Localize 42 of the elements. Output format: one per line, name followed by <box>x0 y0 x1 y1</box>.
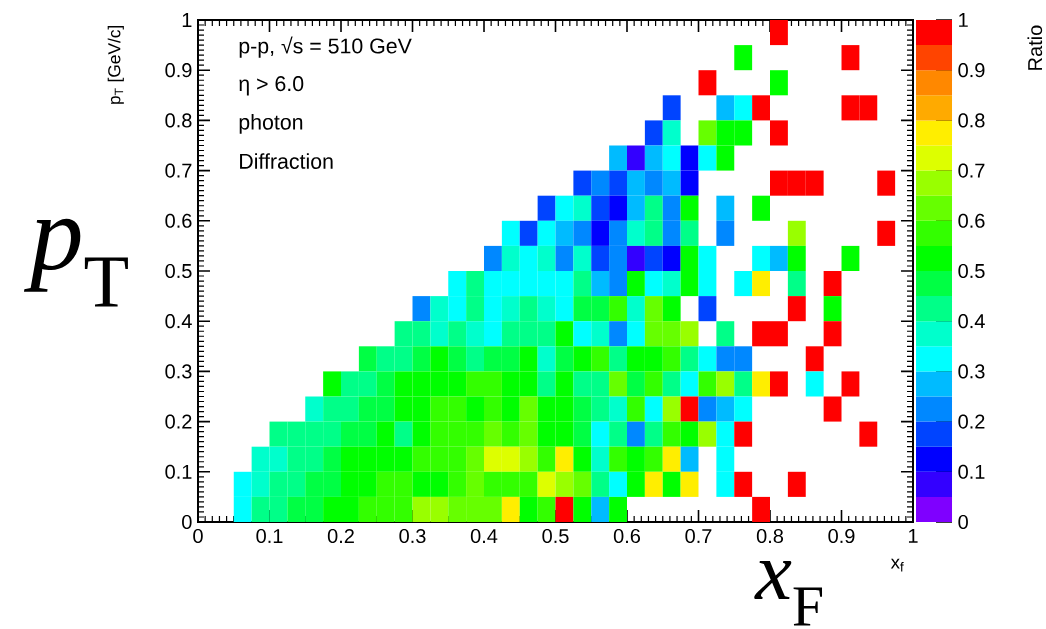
x-tick-label: 0.9 <box>828 528 855 544</box>
y-tick-label: 0.6 <box>165 213 192 228</box>
y-tick-label: 0.4 <box>165 314 192 329</box>
color-bar-label: 0.7 <box>958 163 985 178</box>
x-tick-label: 0.8 <box>756 528 784 544</box>
color-bar-label: 0.1 <box>958 464 985 479</box>
annotation: η > 6.0 <box>239 76 304 96</box>
x-tick-label: 0.1 <box>256 528 283 544</box>
x-tick-label: 0.6 <box>613 528 641 544</box>
y-tick-label: 0.7 <box>165 163 192 178</box>
color-bar-title: Ratio <box>1027 25 1043 70</box>
text: x$_{F}$ <box>754 561 823 626</box>
y-axis-title: p$_{T}$ [GeV/c] <box>107 25 124 104</box>
annotation: photon <box>239 113 303 134</box>
x-tick-label: 0.4 <box>470 528 498 544</box>
x-tick-label: 1 <box>908 528 918 543</box>
y-tick-label: 0.9 <box>165 63 192 78</box>
y-tick-label: 0.5 <box>165 263 192 279</box>
y-tick-label: 0.2 <box>165 414 192 429</box>
annotation: p-p, √s = 510 GeV <box>239 36 412 58</box>
x-tick-label: 0 <box>193 528 203 544</box>
color-bar-label: 1 <box>959 13 968 27</box>
x-tick-label: 0.7 <box>685 528 712 544</box>
y-tick-label: 0.8 <box>165 113 192 128</box>
x-tick-label: 0.3 <box>399 528 426 544</box>
y-tick-label: 0.1 <box>165 464 192 479</box>
color-bar-label: 0.8 <box>958 113 985 128</box>
y-tick-label: 0.3 <box>165 364 192 379</box>
y-tick-label: 1 <box>182 13 192 27</box>
color-bar-label: 0.4 <box>958 314 985 329</box>
x-axis-title: x$_{f}$ <box>890 558 904 572</box>
x-tick-label: 0.2 <box>327 528 354 544</box>
color-bar-label: 0.5 <box>958 263 985 279</box>
color-bar-label: 0.3 <box>958 364 985 379</box>
color-bar-label: 0.9 <box>958 63 985 78</box>
x-tick-label: 0.5 <box>542 528 569 544</box>
color-bar-label: 0.2 <box>958 414 985 429</box>
annotation: Diffraction <box>240 153 333 169</box>
color-bar-label: 0.6 <box>958 213 985 228</box>
text: p$_{T}$ <box>23 218 128 307</box>
y-tick-label: 0 <box>182 514 192 530</box>
color-bar-label: 0 <box>958 514 968 530</box>
